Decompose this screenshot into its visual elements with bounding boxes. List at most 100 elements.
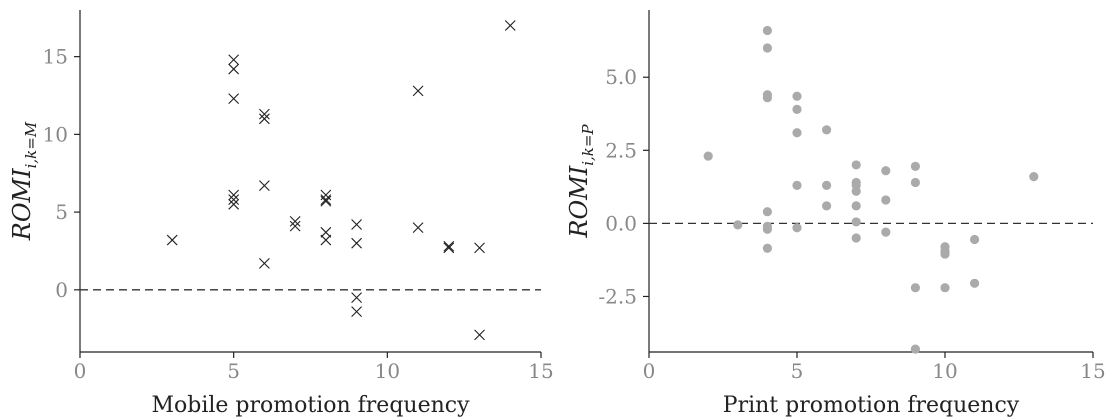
x-tick-label: 5 (227, 359, 240, 383)
data-point-stroke (474, 329, 485, 341)
data-point-dot (1029, 172, 1039, 182)
data-point-dot (881, 227, 891, 237)
y-axis-title-subscript: i,k=P (579, 124, 597, 166)
data-point-x (474, 242, 485, 254)
data-point-x (320, 226, 332, 238)
data-point-stroke (412, 222, 424, 234)
y-tick-label: 5 (55, 200, 68, 224)
data-point-stroke (351, 292, 362, 303)
data-point-x (443, 242, 455, 254)
data-point-dot (940, 249, 950, 259)
data-point-stroke (289, 220, 301, 232)
data-point-x (351, 292, 362, 303)
y-tick-label: 15 (43, 45, 68, 69)
x-axis-title: Print promotion frequency (723, 393, 1020, 418)
data-point-x (320, 195, 332, 207)
data-point-x (320, 194, 332, 206)
y-tick-label: 10 (43, 122, 68, 146)
data-point-x (289, 216, 301, 227)
data-point-x (351, 237, 362, 249)
data-point-dot (792, 128, 802, 138)
data-point-dot (851, 217, 861, 227)
data-point-stroke (320, 195, 332, 207)
data-point-x (412, 222, 424, 234)
data-point-dot (792, 91, 802, 101)
data-point-dot (762, 224, 772, 234)
x-tick-label: 0 (74, 359, 87, 383)
data-point-dot (792, 223, 802, 233)
data-point-stroke (474, 242, 485, 254)
data-point-stroke (259, 180, 270, 192)
data-point-dot (910, 283, 920, 293)
y-axis-title-main: ROMI (565, 165, 593, 238)
y-axis-title: ROMIi,k=M (8, 121, 40, 241)
data-point-dot (703, 151, 713, 161)
data-point-dot (792, 104, 802, 114)
data-point-dot (881, 195, 891, 205)
data-point-x (259, 180, 270, 192)
data-point-stroke (443, 240, 455, 252)
data-point-x (412, 85, 424, 97)
data-point-x (289, 220, 301, 232)
data-point-x (443, 240, 455, 252)
y-axis-title-main: ROMI (8, 168, 36, 241)
data-point-stroke (351, 219, 362, 230)
data-point-stroke (320, 234, 332, 246)
data-point-stroke (228, 54, 240, 66)
y-tick-label: 2.5 (605, 138, 637, 162)
data-point-stroke (228, 189, 240, 201)
data-point-dot (762, 243, 772, 253)
data-point-x (504, 20, 516, 31)
data-point-x (228, 198, 240, 210)
data-point-stroke (504, 20, 516, 31)
data-point-stroke (228, 93, 240, 104)
data-point-x (259, 258, 270, 269)
data-point-dot (851, 233, 861, 243)
data-point-x (228, 189, 240, 201)
data-point-dot (762, 43, 772, 53)
data-point-dot (940, 283, 950, 293)
y-tick-label: 0.0 (605, 211, 637, 235)
data-point-stroke (166, 234, 178, 246)
data-point-dot (822, 180, 832, 190)
data-point-dot (762, 207, 772, 217)
print-romi-scatter-panel: 0 5 10 15 -2.5 0.0 2.5 5.0 Print promotion frequ… (565, 10, 1106, 418)
data-point-stroke (412, 85, 424, 97)
data-point-x (166, 234, 178, 246)
data-point-x (351, 219, 362, 230)
data-point-dot (851, 160, 861, 170)
data-point-stroke (228, 194, 240, 206)
data-point-x (228, 63, 240, 75)
data-point-stroke (289, 216, 301, 227)
data-point-x (259, 113, 270, 125)
y-tick-label: -2.5 (598, 284, 637, 308)
x-tick-label: 5 (791, 359, 804, 383)
data-point-x (474, 329, 485, 341)
data-point-stroke (351, 306, 362, 317)
data-point-dot (910, 177, 920, 188)
data-point-x (228, 194, 240, 206)
data-point-dot (881, 166, 891, 176)
data-point-stroke (351, 237, 362, 249)
x-tick-label: 10 (932, 359, 957, 383)
data-point-stroke (259, 258, 270, 269)
data-point-stroke (259, 108, 270, 120)
data-point-dot (910, 344, 920, 354)
data-point-x (320, 189, 332, 201)
x-tick-label: 0 (643, 359, 656, 383)
data-point-stroke (320, 226, 332, 238)
data-point-dot (910, 161, 920, 171)
data-point-x (320, 234, 332, 246)
y-tick-label: 0 (55, 278, 68, 302)
x-tick-label: 10 (375, 359, 400, 383)
y-tick-label: 5.0 (605, 65, 637, 89)
data-point-dot (792, 180, 802, 190)
data-point-dot (970, 278, 980, 288)
data-point-x (351, 306, 362, 317)
data-point-stroke (443, 242, 455, 254)
data-point-dot (822, 201, 832, 211)
data-point-dot (762, 25, 772, 36)
data-point-stroke (320, 194, 332, 206)
data-point-dot (733, 220, 743, 230)
